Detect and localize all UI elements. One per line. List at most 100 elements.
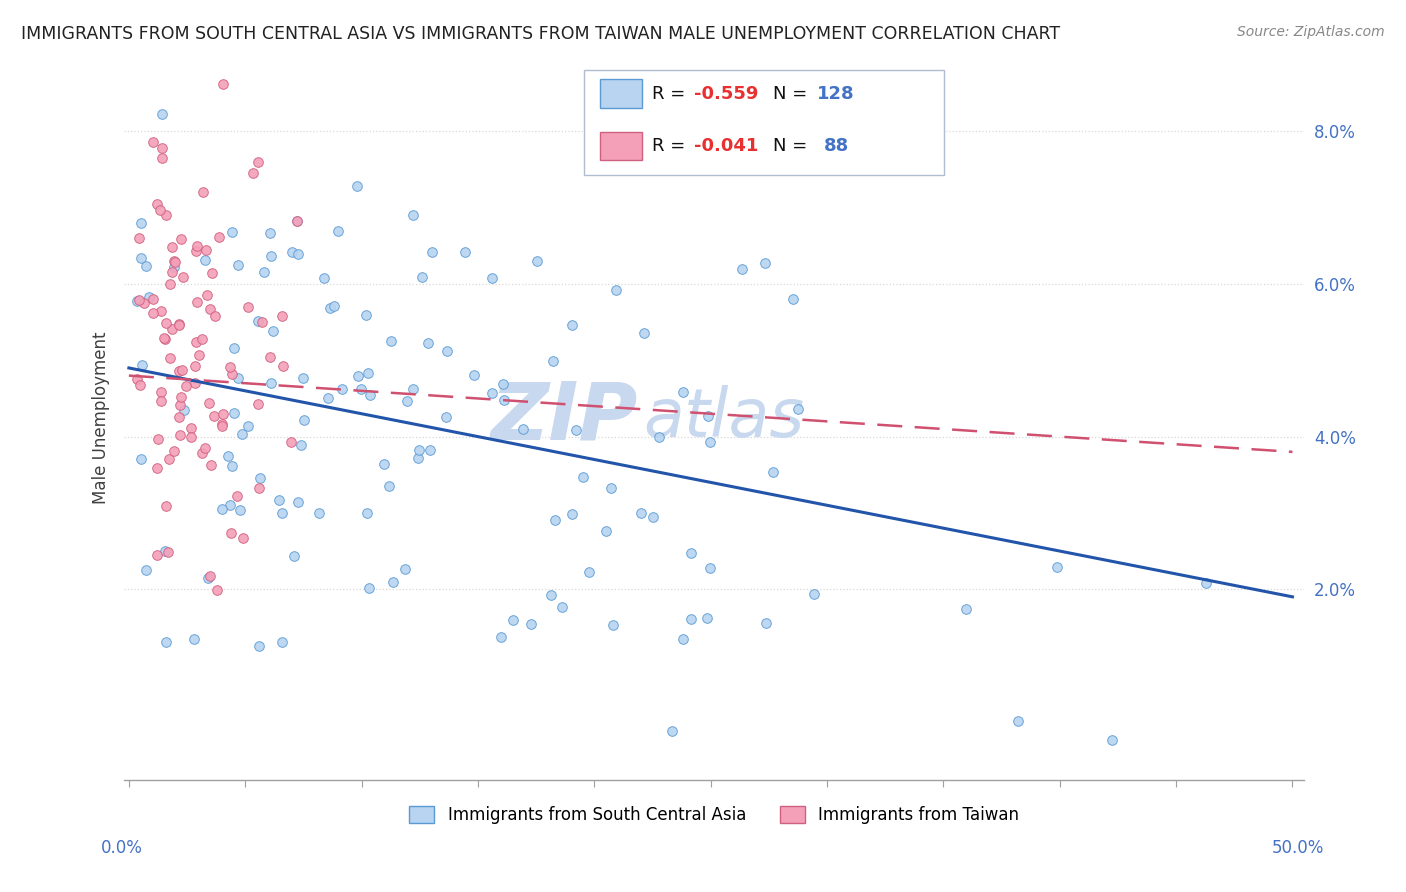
Point xyxy=(671,632,693,646)
Point xyxy=(411,270,433,285)
Point xyxy=(249,471,271,485)
Point xyxy=(512,422,534,436)
Point xyxy=(128,378,150,392)
Text: atlas: atlas xyxy=(644,384,804,450)
Point xyxy=(131,358,153,372)
Point xyxy=(526,254,548,268)
Point xyxy=(146,549,169,563)
Point xyxy=(186,239,208,253)
Point xyxy=(787,401,810,416)
Point xyxy=(190,446,212,460)
Point xyxy=(1101,732,1123,747)
Point xyxy=(127,294,149,309)
Point xyxy=(285,213,308,227)
Point xyxy=(247,397,270,411)
Point xyxy=(1007,714,1029,728)
Text: 0.0%: 0.0% xyxy=(101,838,143,856)
Point xyxy=(648,430,671,444)
Point xyxy=(280,435,302,450)
Point xyxy=(378,479,401,493)
Point xyxy=(565,423,588,437)
Point xyxy=(253,265,276,279)
FancyBboxPatch shape xyxy=(600,79,643,108)
Point xyxy=(173,403,195,417)
Point xyxy=(211,417,233,431)
Point xyxy=(211,419,233,434)
Point xyxy=(396,394,419,409)
Point xyxy=(167,317,190,331)
Point xyxy=(350,382,373,396)
Point xyxy=(283,549,305,563)
Point xyxy=(561,318,583,333)
Point xyxy=(782,293,804,307)
Point xyxy=(174,379,197,393)
Point xyxy=(155,635,177,649)
Point xyxy=(191,332,214,346)
Point xyxy=(226,371,249,385)
Text: IMMIGRANTS FROM SOUTH CENTRAL ASIA VS IMMIGRANTS FROM TAIWAN MALE UNEMPLOYMENT C: IMMIGRANTS FROM SOUTH CENTRAL ASIA VS IM… xyxy=(21,25,1060,43)
Point xyxy=(356,506,378,520)
Text: -0.559: -0.559 xyxy=(695,85,758,103)
Text: 50.0%: 50.0% xyxy=(1272,838,1324,856)
Point xyxy=(167,318,190,332)
Text: -0.041: -0.041 xyxy=(695,136,758,154)
Point xyxy=(218,360,240,375)
Point xyxy=(436,343,458,358)
Point xyxy=(128,231,150,245)
Point xyxy=(221,459,243,474)
Point xyxy=(572,469,595,483)
Point xyxy=(246,155,269,169)
Point xyxy=(219,525,242,540)
Point xyxy=(197,571,219,585)
Point xyxy=(194,441,217,455)
Point xyxy=(238,418,260,433)
Point xyxy=(184,334,207,349)
Point xyxy=(578,566,600,580)
Point xyxy=(696,409,718,424)
Point xyxy=(222,342,245,356)
Point xyxy=(219,499,242,513)
Point xyxy=(1195,576,1218,591)
Point xyxy=(232,531,254,545)
Point xyxy=(402,208,425,222)
Point xyxy=(696,611,718,625)
Point xyxy=(194,243,217,257)
Point xyxy=(184,244,207,259)
Point xyxy=(271,359,294,374)
Point xyxy=(416,336,439,351)
Point xyxy=(226,258,249,272)
Text: Source: ZipAtlas.com: Source: ZipAtlas.com xyxy=(1237,25,1385,39)
Point xyxy=(131,216,153,230)
Point xyxy=(155,316,177,330)
Point xyxy=(135,563,157,577)
Point xyxy=(169,398,191,412)
Point xyxy=(661,724,683,739)
Point xyxy=(242,166,264,180)
Point xyxy=(540,588,562,602)
Point xyxy=(381,575,404,590)
Point xyxy=(212,77,235,91)
Point xyxy=(127,372,149,386)
Point xyxy=(408,443,430,458)
Point xyxy=(165,255,187,269)
Point xyxy=(159,351,181,365)
Point xyxy=(643,510,665,524)
Point xyxy=(198,301,221,316)
Point xyxy=(561,508,583,522)
Point xyxy=(292,371,315,385)
Point xyxy=(149,202,172,217)
Point xyxy=(221,367,243,381)
Point xyxy=(184,376,207,390)
Point xyxy=(150,141,173,155)
Point xyxy=(129,251,152,265)
Point xyxy=(145,196,167,211)
Point xyxy=(267,493,290,508)
Point xyxy=(212,407,235,421)
Point xyxy=(170,390,193,404)
Point xyxy=(195,288,218,302)
Point xyxy=(380,334,402,349)
Point xyxy=(955,602,977,616)
Point xyxy=(754,256,776,270)
Point xyxy=(394,562,416,576)
Point xyxy=(155,208,177,222)
